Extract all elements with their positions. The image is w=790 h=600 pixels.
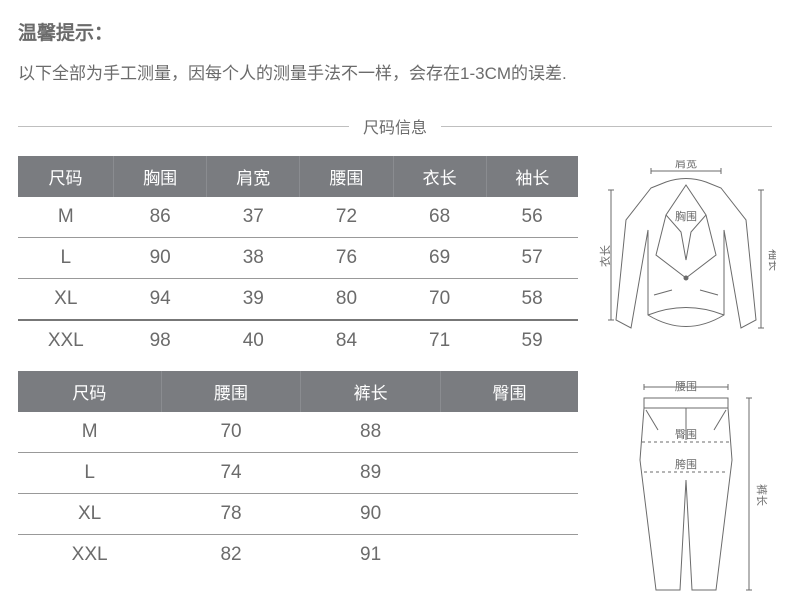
th: 袖长 — [486, 156, 578, 197]
td: 78 — [161, 494, 301, 535]
td: XXL — [18, 320, 114, 361]
table-row: L 90 38 76 69 57 — [18, 238, 578, 279]
td: M — [18, 412, 161, 453]
td: 91 — [301, 535, 441, 576]
td: 82 — [161, 535, 301, 576]
td: 58 — [486, 279, 578, 321]
td: 59 — [486, 320, 578, 361]
td: XL — [18, 279, 114, 321]
label-shoulder: 肩宽 — [675, 160, 697, 170]
td: 84 — [300, 320, 393, 361]
td: 38 — [207, 238, 300, 279]
th: 腰围 — [161, 371, 301, 412]
td: M — [18, 197, 114, 238]
td: 72 — [300, 197, 393, 238]
td: 94 — [114, 279, 207, 321]
table-row: XL 78 90 — [18, 494, 578, 535]
td: 80 — [300, 279, 393, 321]
td: L — [18, 238, 114, 279]
label-sleeve: 袖长 — [767, 249, 776, 271]
td: 90 — [301, 494, 441, 535]
td: 37 — [207, 197, 300, 238]
td: 90 — [114, 238, 207, 279]
td — [440, 412, 578, 453]
label-length: 衣长 — [598, 245, 612, 267]
size-table-bottom: 尺码 腰围 裤长 臀围 M 70 88 L 74 89 — [18, 371, 578, 575]
th: 肩宽 — [207, 156, 300, 197]
th: 尺码 — [18, 156, 114, 197]
td: 68 — [393, 197, 486, 238]
td — [440, 535, 578, 576]
td — [440, 453, 578, 494]
divider-right — [441, 126, 772, 127]
td: 39 — [207, 279, 300, 321]
th: 裤长 — [301, 371, 441, 412]
label-thigh: 胯围 — [675, 458, 697, 471]
section-divider: 尺码信息 — [18, 114, 772, 138]
td: 70 — [393, 279, 486, 321]
td: 98 — [114, 320, 207, 361]
table-row: XL 94 39 80 70 58 — [18, 279, 578, 321]
table-row: M 86 37 72 68 56 — [18, 197, 578, 238]
th: 胸围 — [114, 156, 207, 197]
label-chest: 胸围 — [675, 209, 697, 223]
tip-text: 以下全部为手工测量，因每个人的测量手法不一样，会存在1-3CM的误差. — [18, 59, 772, 84]
td: 74 — [161, 453, 301, 494]
label-waist: 腰围 — [675, 380, 697, 393]
th: 衣长 — [393, 156, 486, 197]
td: 70 — [161, 412, 301, 453]
td: 71 — [393, 320, 486, 361]
jacket-diagram: 肩宽 胸围 衣长 袖长 — [596, 160, 776, 360]
td: XL — [18, 494, 161, 535]
table-row: XXL 98 40 84 71 59 — [18, 320, 578, 361]
tip-title: 温馨提示： — [18, 18, 772, 45]
td: 40 — [207, 320, 300, 361]
table-row: XXL 82 91 — [18, 535, 578, 576]
td: XXL — [18, 535, 161, 576]
td: 69 — [393, 238, 486, 279]
divider-left — [18, 126, 349, 127]
table-row: M 70 88 — [18, 412, 578, 453]
td: L — [18, 453, 161, 494]
table-row: L 74 89 — [18, 453, 578, 494]
th: 尺码 — [18, 371, 161, 412]
th: 腰围 — [300, 156, 393, 197]
td: 89 — [301, 453, 441, 494]
label-hip: 臀围 — [675, 428, 697, 441]
td: 56 — [486, 197, 578, 238]
label-pant-length: 裤长 — [755, 484, 769, 506]
td: 86 — [114, 197, 207, 238]
td: 57 — [486, 238, 578, 279]
pants-diagram: 腰围 臀围 胯围 裤长 — [596, 380, 776, 600]
size-table-top: 尺码 胸围 肩宽 腰围 衣长 袖长 M 86 37 72 68 56 — [18, 156, 578, 361]
section-label: 尺码信息 — [349, 114, 441, 138]
th: 臀围 — [440, 371, 578, 412]
td — [440, 494, 578, 535]
td: 88 — [301, 412, 441, 453]
td: 76 — [300, 238, 393, 279]
